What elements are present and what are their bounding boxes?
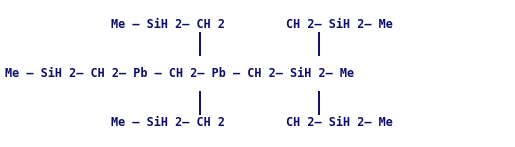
Text: Me — SiH 2— CH 2: Me — SiH 2— CH 2 [111,19,225,31]
Text: Me — SiH 2— CH 2: Me — SiH 2— CH 2 [111,116,225,128]
Text: CH 2— SiH 2— Me: CH 2— SiH 2— Me [286,19,393,31]
Text: CH 2— SiH 2— Me: CH 2— SiH 2— Me [286,116,393,128]
Text: Me — SiH 2— CH 2— Pb — CH 2— Pb — CH 2— SiH 2— Me: Me — SiH 2— CH 2— Pb — CH 2— Pb — CH 2— … [5,67,354,80]
